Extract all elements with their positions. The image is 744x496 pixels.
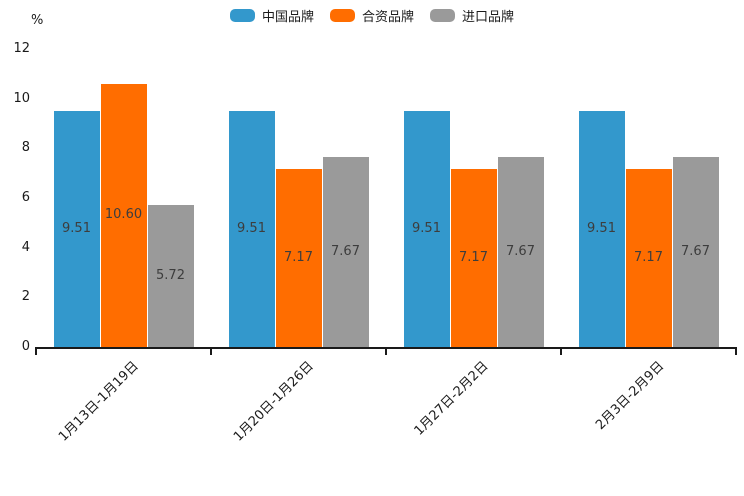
y-axis-tick-label: 10 [13, 90, 30, 106]
legend-item: 合资品牌 [329, 6, 414, 25]
legend-item: 进口品牌 [430, 6, 514, 25]
y-axis-tick-label: 4 [21, 239, 30, 255]
bar-series-2 [100, 83, 147, 347]
bar-series-3 [497, 156, 544, 347]
bar-value-label: 7.67 [506, 243, 535, 259]
bar-series-2 [450, 168, 497, 347]
legend: 中国品牌 合资品牌 进口品牌 [0, 6, 744, 25]
x-axis-tick [35, 347, 37, 355]
bar-series-1 [228, 110, 275, 347]
x-axis-tick [385, 347, 387, 355]
bar-series-1 [53, 110, 100, 347]
x-axis-tick [560, 347, 562, 355]
bar-value-label: 5.72 [156, 267, 185, 283]
bar-value-label: 9.51 [62, 220, 91, 236]
bar-series-2 [625, 168, 672, 347]
x-axis-category-label: 2月3日-2月9日 [592, 358, 667, 433]
bar-series-1 [403, 110, 450, 347]
bar-series-3 [147, 204, 194, 347]
legend-item: 中国品牌 [229, 6, 314, 25]
legend-label: 进口品牌 [462, 10, 515, 25]
bar-value-label: 7.17 [284, 249, 313, 265]
bar-value-label: 7.67 [681, 243, 710, 259]
bar-value-label: 7.17 [634, 249, 663, 265]
legend-swatch-icon [430, 9, 455, 22]
legend-label: 中国品牌 [261, 10, 314, 25]
bar-series-3 [672, 156, 719, 347]
y-axis-tick-label: 8 [21, 140, 30, 156]
legend-swatch-icon [229, 9, 255, 22]
bar-series-2 [275, 168, 322, 347]
x-axis-category-label: 1月13日-1月19日 [56, 358, 142, 445]
y-axis-tick-label: 0 [21, 339, 30, 354]
x-axis-tick [210, 347, 212, 355]
y-axis-tick-label: 6 [21, 190, 30, 205]
bar-value-label: 7.67 [331, 243, 360, 259]
legend-swatch-icon [329, 9, 355, 22]
x-axis-category-label: 1月20日-1月26日 [231, 358, 317, 445]
x-axis-tick [735, 347, 737, 355]
y-axis-unit-label: % [31, 13, 44, 28]
legend-label: 合资品牌 [361, 10, 414, 25]
bar-value-label: 9.51 [237, 220, 266, 236]
bar-series-3 [322, 156, 369, 347]
bar-value-label: 10.60 [104, 207, 143, 223]
bar-value-label: 7.17 [459, 249, 488, 265]
x-axis-category-label: 1月27日-2月2日 [411, 358, 492, 439]
bar-series-1 [578, 110, 625, 347]
y-axis-tick-label: 12 [13, 41, 30, 56]
y-axis-tick-label: 2 [21, 289, 30, 305]
bar-value-label: 9.51 [587, 220, 616, 236]
bar-value-label: 9.51 [412, 220, 441, 236]
